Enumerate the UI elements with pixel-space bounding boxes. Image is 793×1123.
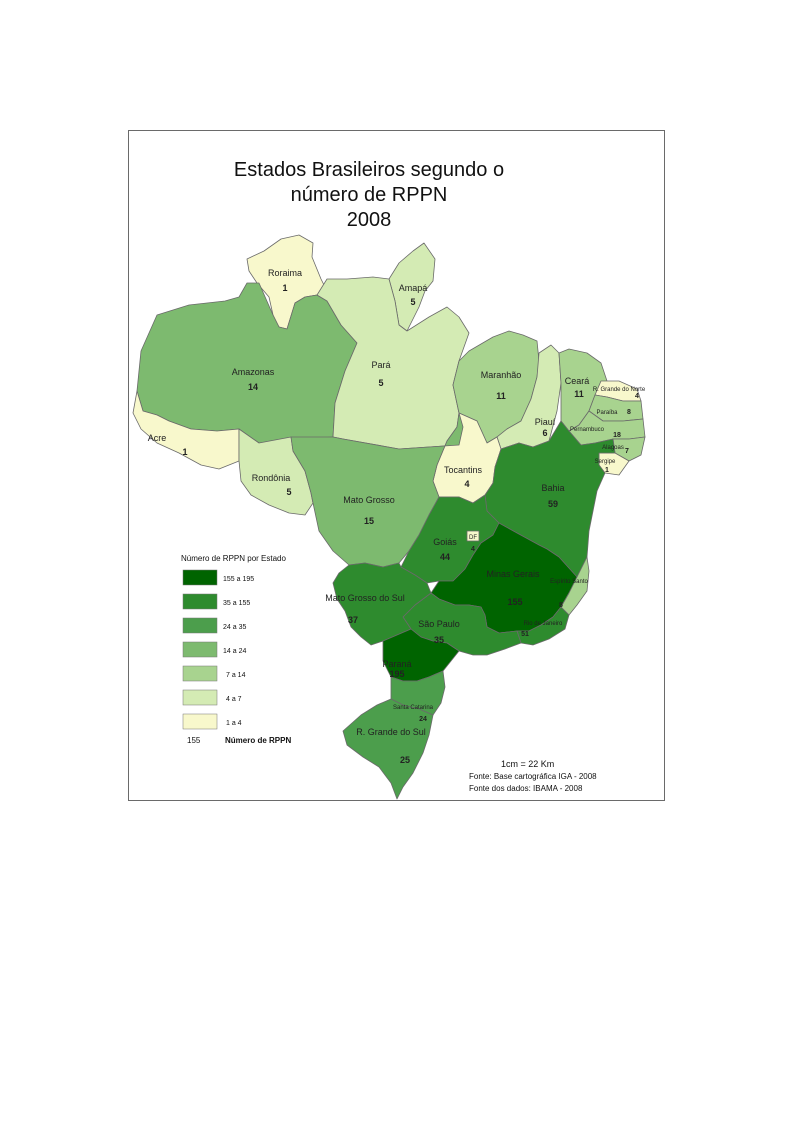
legend-key-label: Número de RPPN [225,736,291,745]
state-label: Sergipe [595,459,616,465]
state-label: R. Grande do Norte [593,387,646,393]
state-value: 4 [635,393,639,400]
state-label: R. Grande do Sul [356,727,426,737]
state-value: 1 [605,467,609,474]
state-riodejaneiro[interactable] [516,606,570,646]
state-value: 11 [496,391,506,401]
state-value: 1 [282,283,287,293]
map-frame: Estados Brasileiros segundo o número de … [128,130,665,801]
legend-class-label: 1 a 4 [226,720,242,727]
state-value: 44 [440,552,450,562]
legend-swatch [182,665,218,682]
state-label: Bahia [541,483,564,493]
state-value: 155 [507,597,522,607]
state-value: 18 [613,432,621,439]
state-label: Maranhão [481,370,522,380]
state-label: Minas Gerais [486,569,540,579]
legend-swatch [182,569,218,586]
state-value: 35 [434,635,444,645]
state-label: Rondônia [252,473,291,483]
state-value: 4 [464,479,469,489]
state-value: 11 [574,389,584,399]
state-label: Amazonas [232,367,275,377]
state-value: 1 [182,447,187,457]
state-rgsul[interactable] [342,698,434,800]
state-value: 195 [389,669,404,679]
state-value: 15 [364,516,374,526]
state-value: 8 [559,602,563,609]
map-title-line-1: Estados Brasileiros segundo o [234,159,504,181]
state-label: Paraíba [596,410,618,416]
state-label: Acre [148,433,167,443]
state-label: Pernambuco [570,427,605,433]
state-label: Paraná [382,659,411,669]
state-label: Mato Grosso [343,495,395,505]
state-value: 5 [286,487,291,497]
state-value: 24 [419,716,427,723]
state-value: 7 [625,448,629,455]
state-value: 14 [248,382,258,392]
state-value: 8 [627,409,631,416]
map-legend: Número de RPPN por Estado 155 a 195 35 a… [181,554,291,745]
state-value: 25 [400,755,410,765]
state-amazonas[interactable] [136,282,358,444]
state-value: 6 [542,428,547,438]
legend-class-label: 35 a 155 [223,600,250,607]
state-label: Ceará [565,376,590,386]
state-label: Goiás [433,537,457,547]
state-label: São Paulo [418,619,460,629]
legend-key-number: 155 [187,736,201,745]
legend-class-label: 14 a 24 [223,648,246,655]
state-label: DF [469,535,477,541]
map-title-line-2: número de RPPN [291,184,448,206]
state-label: Santa Catarina [393,705,434,711]
state-label: Amapá [399,283,428,293]
map-title-line-3: 2008 [347,209,392,231]
legend-class-label: 155 a 195 [223,576,254,583]
state-value: 59 [548,499,558,509]
state-label: Piauí [535,417,556,427]
brazil-rppn-map: Estados Brasileiros segundo o número de … [132,159,646,800]
state-label: Alagoas [602,445,624,451]
legend-swatch [182,617,218,634]
state-label: Pará [371,360,390,370]
legend-class-label: 4 a 7 [226,696,242,703]
state-label: Tocantins [444,465,483,475]
legend-swatch [182,689,218,706]
scale-text: 1cm = 22 Km [501,759,554,769]
legend-class-label: 7 a 14 [226,672,246,679]
state-value: 51 [521,631,529,638]
legend-swatch [182,713,218,730]
legend-swatch [182,593,218,610]
state-value: 5 [378,378,383,388]
state-value: 4 [471,546,475,553]
state-df[interactable] [466,530,480,542]
state-espiritosanto[interactable] [560,556,590,616]
state-label: Mato Grosso do Sul [325,593,405,603]
legend-swatch [182,641,218,658]
source-base-text: Fonte: Base cartográfica IGA - 2008 [469,772,597,781]
state-label: Rio de Janeiro [524,621,563,627]
legend-title: Número de RPPN por Estado [181,554,286,563]
state-label: Espírito Santo [550,579,588,585]
state-label: Roraima [268,268,302,278]
state-value: 37 [348,615,358,625]
state-value: 5 [410,297,415,307]
source-data-text: Fonte dos dados: IBAMA - 2008 [469,784,583,793]
legend-class-label: 24 a 35 [223,624,246,631]
